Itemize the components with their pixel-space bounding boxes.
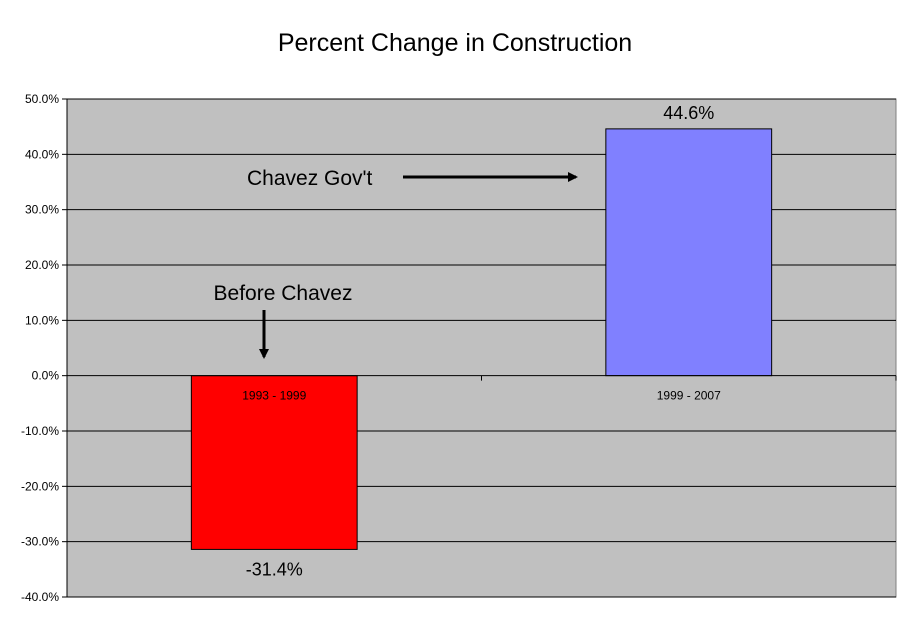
chart-title: Percent Change in Construction: [278, 29, 632, 57]
annotation-before-chavez: Before Chavez: [214, 282, 353, 359]
category-labels: 1993 - 1999 1999 - 2007: [242, 389, 721, 403]
y-tick-label: 20.0%: [25, 258, 59, 272]
bar-2: [605, 128, 773, 377]
data-label: 44.6%: [663, 103, 714, 123]
y-tick-label: 40.0%: [25, 147, 59, 161]
y-tick-label: -40.0%: [21, 590, 59, 604]
category-label: 1999 - 2007: [657, 389, 721, 403]
y-tick-label: -20.0%: [21, 479, 59, 493]
y-tick-label: 30.0%: [25, 203, 59, 217]
annotation-before-chavez-label: Before Chavez: [214, 282, 353, 305]
y-tick-label: 10.0%: [25, 313, 59, 327]
y-tick-label: 50.0%: [25, 92, 59, 106]
y-tick-label: -30.0%: [21, 535, 59, 549]
annotation-chavez-govt: Chavez Gov't: [247, 167, 578, 190]
data-label: -31.4%: [246, 559, 303, 579]
bar-1: [190, 375, 358, 550]
bars: [190, 128, 773, 550]
y-tick-label: -10.0%: [21, 424, 59, 438]
annotation-chavez-govt-label: Chavez Gov't: [247, 167, 373, 190]
y-axis-tick-labels: 50.0% 40.0% 30.0% 20.0% 10.0% 0.0% -10.0% -20.0…: [21, 92, 59, 604]
y-tick-label: 0.0%: [32, 369, 60, 383]
category-label: 1993 - 1999: [242, 389, 306, 403]
x-axis-ticks: [66, 375, 897, 381]
data-labels: -31.4% 44.6%: [246, 103, 715, 580]
